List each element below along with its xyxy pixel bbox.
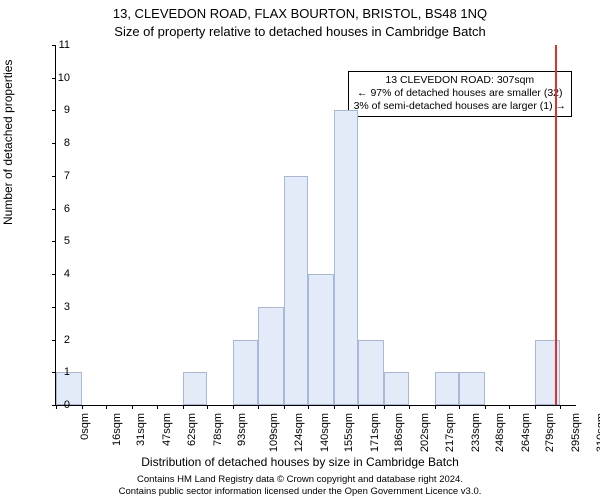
- x-tick-label: 202sqm: [419, 413, 431, 452]
- x-tick-mark: [183, 405, 184, 409]
- histogram-bar: [284, 176, 308, 405]
- x-axis-title: Distribution of detached houses by size …: [0, 455, 600, 469]
- x-tick-label: 47sqm: [161, 413, 173, 446]
- x-tick-mark: [132, 405, 133, 409]
- x-tick-label: 233sqm: [470, 413, 482, 452]
- y-tick-label: 9: [50, 104, 70, 116]
- histogram-bar: [358, 340, 384, 405]
- x-tick-mark: [459, 405, 460, 409]
- x-tick-mark: [435, 405, 436, 409]
- histogram-bar: [459, 372, 485, 405]
- y-tick-label: 10: [50, 72, 70, 84]
- x-tick-mark: [535, 405, 536, 409]
- x-tick-mark: [106, 405, 107, 409]
- y-tick-label: 8: [50, 137, 70, 149]
- histogram-bar: [308, 274, 334, 405]
- chart-title-desc: Size of property relative to detached ho…: [0, 24, 600, 39]
- footer-line1: Contains HM Land Registry data © Crown c…: [0, 474, 600, 485]
- y-tick-label: 6: [50, 203, 70, 215]
- x-tick-label: 16sqm: [111, 413, 123, 446]
- histogram-bar: [435, 372, 459, 405]
- x-tick-label: 78sqm: [212, 413, 224, 446]
- x-tick-mark: [560, 405, 561, 409]
- x-tick-mark: [157, 405, 158, 409]
- x-tick-label: 310sqm: [595, 413, 600, 452]
- x-tick-label: 124sqm: [293, 413, 305, 452]
- histogram-bar: [334, 110, 358, 405]
- x-tick-label: 264sqm: [520, 413, 532, 452]
- histogram-bar: [233, 340, 257, 405]
- x-tick-label: 248sqm: [494, 413, 506, 452]
- x-tick-label: 62sqm: [186, 413, 198, 446]
- x-tick-mark: [308, 405, 309, 409]
- y-tick-label: 1: [50, 366, 70, 378]
- annot-line3: 3% of semi-detached houses are larger (1…: [354, 100, 566, 113]
- histogram-bar: [384, 372, 408, 405]
- footer-attribution: Contains HM Land Registry data © Crown c…: [0, 474, 600, 497]
- x-tick-label: 171sqm: [369, 413, 381, 452]
- annot-line1: 13 CLEVEDON ROAD: 307sqm: [354, 74, 566, 87]
- x-tick-mark: [233, 405, 234, 409]
- x-tick-label: 279sqm: [545, 413, 557, 452]
- chart-container: 13, CLEVEDON ROAD, FLAX BOURTON, BRISTOL…: [0, 0, 600, 500]
- x-tick-mark: [485, 405, 486, 409]
- histogram-bar: [258, 307, 284, 405]
- y-tick-label: 4: [50, 268, 70, 280]
- y-tick-label: 2: [50, 334, 70, 346]
- y-tick-label: 11: [50, 39, 70, 51]
- x-tick-mark: [358, 405, 359, 409]
- annot-line2: ← 97% of detached houses are smaller (32…: [354, 87, 566, 100]
- x-tick-mark: [409, 405, 410, 409]
- y-axis-label: Number of detached properties: [1, 60, 15, 225]
- histogram-bar: [183, 372, 207, 405]
- footer-line2: Contains public sector information licen…: [0, 486, 600, 497]
- x-tick-label: 31sqm: [135, 413, 147, 446]
- x-tick-mark: [334, 405, 335, 409]
- x-tick-mark: [207, 405, 208, 409]
- x-tick-label: 0sqm: [79, 413, 91, 440]
- x-tick-mark: [258, 405, 259, 409]
- x-tick-label: 295sqm: [571, 413, 583, 452]
- annotation-box: 13 CLEVEDON ROAD: 307sqm ← 97% of detach…: [348, 71, 572, 116]
- x-tick-label: 217sqm: [444, 413, 456, 452]
- reference-line: [555, 45, 557, 405]
- x-tick-label: 140sqm: [319, 413, 331, 452]
- y-tick-label: 3: [50, 301, 70, 313]
- chart-title-address: 13, CLEVEDON ROAD, FLAX BOURTON, BRISTOL…: [0, 6, 600, 21]
- y-tick-label: 0: [50, 399, 70, 411]
- x-tick-label: 186sqm: [393, 413, 405, 452]
- x-tick-label: 155sqm: [343, 413, 355, 452]
- x-tick-mark: [284, 405, 285, 409]
- x-tick-label: 93sqm: [236, 413, 248, 446]
- y-tick-label: 7: [50, 170, 70, 182]
- y-tick-label: 5: [50, 235, 70, 247]
- x-tick-mark: [509, 405, 510, 409]
- x-tick-mark: [82, 405, 83, 409]
- plot-area: 13 CLEVEDON ROAD: 307sqm ← 97% of detach…: [55, 45, 576, 406]
- x-tick-label: 109sqm: [268, 413, 280, 452]
- x-tick-mark: [384, 405, 385, 409]
